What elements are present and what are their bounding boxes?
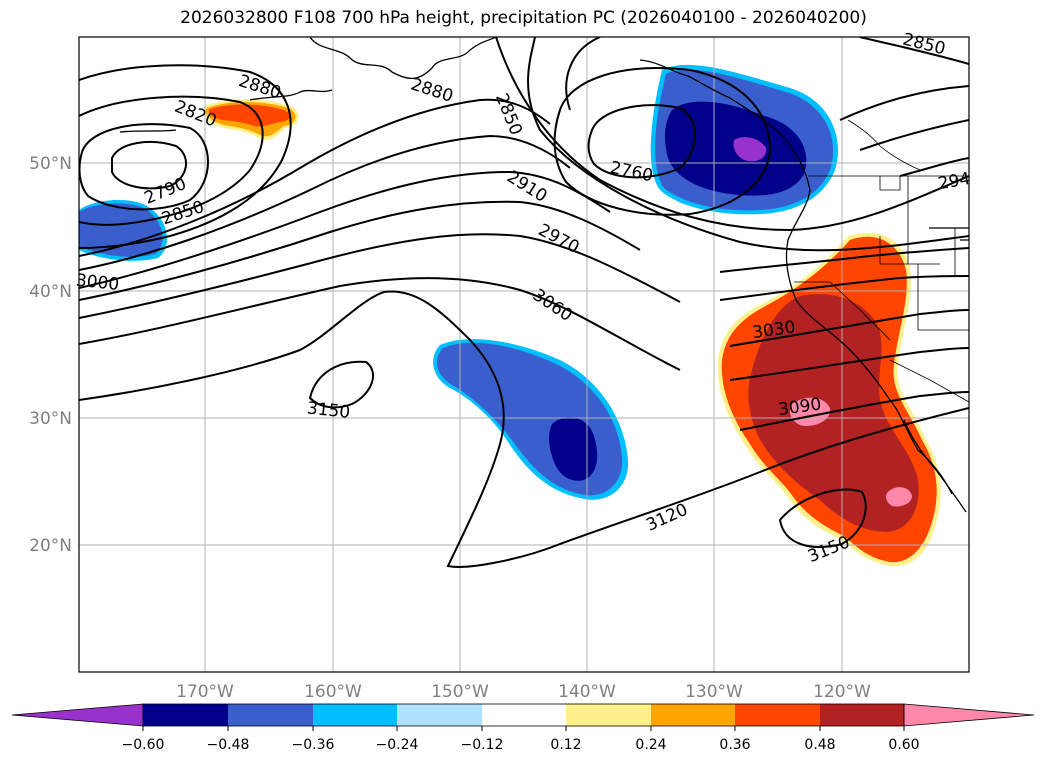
lat-label-40n: 40°N [29, 282, 72, 302]
contour-low-east-inner [587, 104, 696, 179]
precip-negative-subtropical-pacific [433, 339, 629, 500]
lon-label-160w: 160°W [304, 682, 362, 702]
colorbar-tick-label: 0.36 [719, 737, 750, 753]
colorbar-tick-label: −0.36 [292, 737, 335, 753]
contour-label-2760: 2760 [608, 158, 654, 187]
precip-negative-north-pacific-east [650, 64, 838, 215]
contour-3150-high [308, 360, 374, 409]
lon-label-150w: 150°W [431, 682, 489, 702]
contour-label-3120: 3120 [643, 500, 691, 536]
precip-positive-aleutians [203, 99, 299, 141]
colorbar-bin [397, 704, 482, 726]
longitude-labels: 170°W 160°W 150°W 140°W 130°W 120°W [176, 682, 871, 702]
colorbar-tick-label: 0.48 [804, 737, 835, 753]
latitude-labels: 50°N 40°N 30°N 20°N [29, 154, 72, 556]
colorbar-tick-label: −0.48 [207, 737, 250, 753]
map-title: 2026032800 F108 700 hPa height, precipit… [180, 8, 867, 28]
precip-negative-north-pacific-west [79, 199, 168, 261]
height-contours [79, 37, 969, 568]
contour-label-2970: 2970 [535, 220, 583, 258]
colorbar-bin [143, 704, 228, 726]
lon-label-170w: 170°W [176, 682, 234, 702]
contour-label-2850-center: 2850 [491, 91, 526, 139]
colorbar-bin [651, 704, 735, 726]
colorbar-bin [313, 704, 397, 726]
lat-label-30n: 30°N [29, 409, 72, 429]
lon-label-130w: 130°W [685, 682, 743, 702]
colorbar-tick-label: 0.12 [550, 737, 581, 753]
contour-2850-west [79, 95, 264, 226]
colorbar-ticks [142, 726, 905, 731]
colorbar-bin [228, 704, 313, 726]
map-frame [78, 36, 970, 673]
lat-label-50n: 50°N [29, 154, 72, 174]
contour-label-2880-center: 2880 [408, 74, 455, 106]
contour-3150-east [778, 488, 867, 548]
coastlines [119, 37, 969, 513]
contour-label-3000: 3000 [75, 271, 120, 295]
colorbar-extend-min [11, 703, 144, 727]
colorbar-bin [482, 704, 566, 726]
lon-label-140w: 140°W [558, 682, 616, 702]
contour-label-294: 294 [936, 169, 971, 194]
contour-label-3150-west: 3150 [306, 398, 351, 422]
contour-low-east-mid [553, 67, 772, 216]
colorbar-tick-label: −0.12 [461, 737, 504, 753]
colorbar-bin [820, 704, 904, 726]
lon-label-120w: 120°W [813, 682, 871, 702]
colorbar-bin [735, 704, 820, 726]
colorbar: −0.60 −0.48 −0.36 −0.24 −0.12 0.12 0.24 … [11, 703, 1035, 753]
contour-low-west-mid [79, 123, 209, 211]
contour-label-3150-east: 3150 [805, 532, 853, 567]
colorbar-tick-label: −0.60 [122, 737, 165, 753]
colorbar-tick-label: −0.24 [376, 737, 419, 753]
colorbar-outline [142, 703, 905, 727]
colorbar-tick-label: 0.24 [635, 737, 666, 753]
contour-2880-west [79, 64, 292, 249]
lat-label-20n: 20°N [29, 536, 72, 556]
contour-low-west-inner [111, 141, 187, 190]
precip-positive-california-mexico [717, 232, 941, 567]
colorbar-bin [566, 704, 651, 726]
colorbar-tick-label: 0.60 [888, 737, 919, 753]
colorbar-extend-max [903, 703, 1035, 727]
contour-label-2850-east: 2850 [901, 30, 948, 60]
